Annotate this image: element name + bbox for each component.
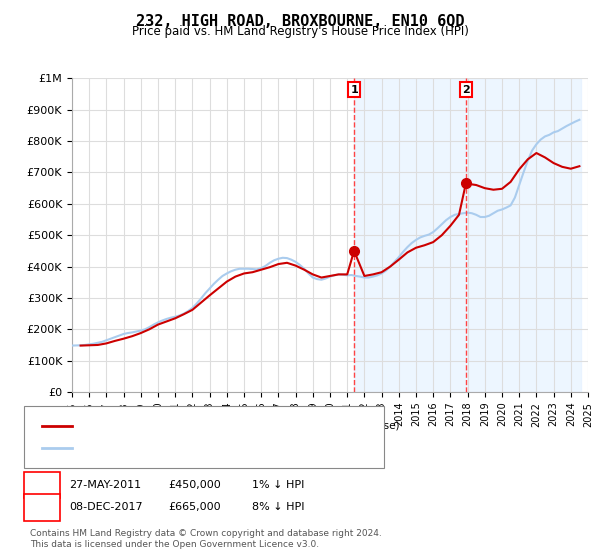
Text: 27-MAY-2011: 27-MAY-2011: [69, 480, 141, 490]
Text: 2: 2: [462, 85, 470, 95]
Bar: [354, 78, 581, 392]
Text: 232, HIGH ROAD, BROXBOURNE, EN10 6QD (detached house): 232, HIGH ROAD, BROXBOURNE, EN10 6QD (de…: [78, 421, 400, 431]
Text: 08-DEC-2017: 08-DEC-2017: [69, 502, 143, 512]
Text: 1% ↓ HPI: 1% ↓ HPI: [252, 480, 304, 490]
Text: 1: 1: [350, 85, 358, 95]
Text: £665,000: £665,000: [168, 502, 221, 512]
Text: Price paid vs. HM Land Registry's House Price Index (HPI): Price paid vs. HM Land Registry's House …: [131, 25, 469, 38]
Text: 1: 1: [38, 480, 46, 490]
Text: 8% ↓ HPI: 8% ↓ HPI: [252, 502, 305, 512]
Text: 2: 2: [38, 502, 46, 512]
Text: 232, HIGH ROAD, BROXBOURNE, EN10 6QD: 232, HIGH ROAD, BROXBOURNE, EN10 6QD: [136, 14, 464, 29]
Text: HPI: Average price, detached house, Broxbourne: HPI: Average price, detached house, Brox…: [78, 443, 331, 453]
Text: Contains HM Land Registry data © Crown copyright and database right 2024.
This d: Contains HM Land Registry data © Crown c…: [30, 529, 382, 549]
Text: £450,000: £450,000: [168, 480, 221, 490]
